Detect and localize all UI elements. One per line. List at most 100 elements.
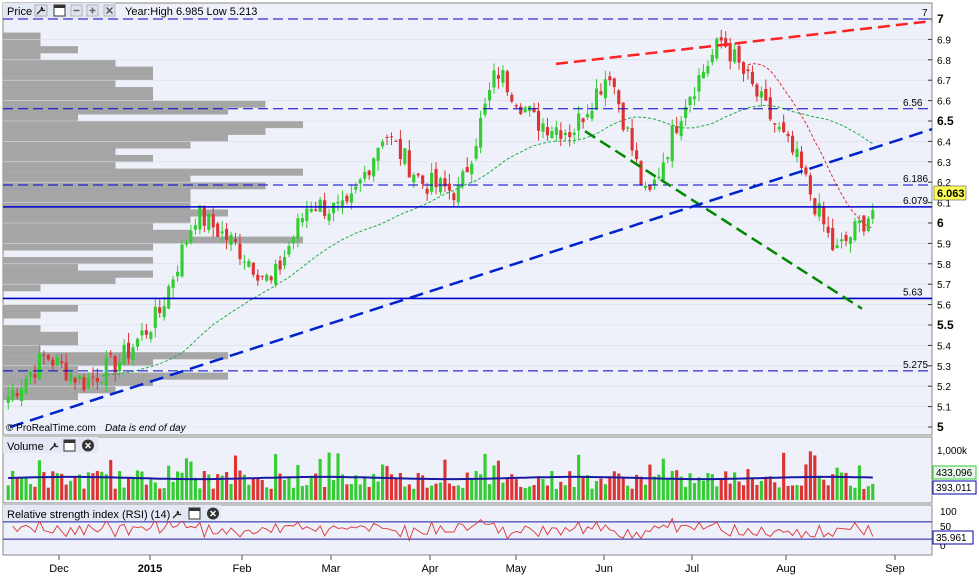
close-icon[interactable] [103, 4, 116, 17]
volume-title: Volume [7, 441, 44, 453]
wrench-icon[interactable] [49, 442, 59, 451]
volume-profile-bar [3, 114, 78, 122]
zoom-in-icon[interactable] [86, 4, 99, 17]
close-icon[interactable] [207, 507, 219, 520]
volume-bar [42, 472, 46, 500]
volume-bar [403, 486, 407, 500]
volume-bar [238, 470, 242, 500]
volume-bar [60, 473, 64, 500]
candle-body [336, 201, 340, 204]
volume-bar [603, 484, 607, 500]
volume-bar [412, 488, 416, 500]
candle-body [233, 239, 238, 242]
time-tick-label: May [506, 563, 527, 575]
candle-body [300, 218, 304, 223]
volume-bar [77, 474, 82, 500]
volume-bar [679, 476, 683, 500]
volume-average-line [8, 475, 873, 481]
downtrend-line [584, 130, 863, 310]
volume-bar [528, 486, 532, 500]
candle-body [189, 230, 193, 243]
candle-body [184, 242, 189, 245]
window-icon[interactable] [188, 507, 201, 520]
moving-average-long [101, 104, 874, 377]
volume-bar [492, 465, 496, 500]
volume-bar [314, 473, 318, 500]
candle-body [20, 388, 24, 402]
volume-bar [282, 480, 287, 500]
volume-bar [835, 467, 839, 500]
resistance-trendline [555, 19, 933, 66]
volume-bar [216, 474, 220, 500]
candle-body [871, 210, 875, 219]
price-tick-label: 5 [937, 420, 944, 434]
volume-bar [398, 473, 402, 500]
candle-body [572, 132, 576, 135]
volume-bar [465, 472, 469, 500]
candle-body [844, 235, 848, 242]
volume-bar [510, 474, 514, 500]
candle-body [55, 356, 59, 366]
candle-body [220, 231, 224, 234]
volume-profile-bar [3, 243, 153, 251]
volume-bar [100, 471, 104, 500]
volume-bar [242, 474, 246, 500]
volume-bar [804, 464, 808, 500]
volume-bar [247, 484, 251, 500]
volume-value-a-box [932, 465, 977, 480]
candle-body [28, 372, 33, 377]
volume-bar [483, 453, 487, 500]
volume-profile-bar [3, 223, 153, 231]
volume-bar [305, 485, 309, 500]
volume-bar [109, 459, 113, 500]
wrench-icon[interactable] [34, 4, 48, 17]
volume-profile-bar [3, 141, 191, 149]
volume-bar [211, 488, 215, 500]
candle-body [617, 90, 621, 105]
candle-body [755, 84, 759, 97]
volume-bar [73, 477, 77, 500]
volume-bar [831, 474, 835, 500]
volume-bar [394, 478, 398, 500]
candle-body [470, 163, 474, 175]
volume-profile-bar [3, 359, 153, 367]
volume-bar [826, 485, 830, 500]
volume-bar [470, 479, 474, 500]
volume-bar [808, 451, 812, 500]
volume-profile-bar [3, 134, 228, 142]
window-icon[interactable] [63, 439, 76, 452]
volume-profile-bar [3, 32, 41, 40]
candle-body [24, 378, 28, 393]
candle-body [621, 102, 625, 130]
volume-profile-bar [3, 182, 266, 190]
window-icon[interactable] [53, 4, 66, 17]
volume-bar [189, 461, 193, 500]
zoom-out-icon[interactable] [70, 4, 83, 17]
volume-bar [586, 475, 590, 500]
volume-profile-bar [3, 236, 303, 244]
volume-bar [376, 481, 380, 500]
candle-body [817, 203, 821, 217]
time-tick-label: Sep [885, 563, 905, 575]
candle-body [728, 43, 732, 62]
volume-bar [501, 482, 505, 500]
candle-body [135, 338, 140, 347]
candle-body [149, 332, 153, 339]
volume-bar [309, 475, 313, 500]
volume-bar [91, 473, 95, 500]
volume-value-b-box [932, 480, 977, 495]
wrench-icon[interactable] [172, 510, 182, 519]
volume-profile-bar [3, 345, 41, 353]
volume-bar [822, 479, 826, 500]
close-icon[interactable] [82, 439, 94, 452]
volume-profile-bar [3, 277, 116, 285]
candle-body [291, 237, 295, 244]
volume-bar [69, 480, 73, 500]
candle-body [590, 110, 594, 119]
volume-profile-bar [3, 386, 116, 394]
candle-body [840, 239, 844, 242]
candle-body [487, 90, 492, 101]
volume-bars [6, 451, 875, 500]
volume-bar [144, 484, 148, 500]
volume-profile-bar [3, 59, 116, 67]
